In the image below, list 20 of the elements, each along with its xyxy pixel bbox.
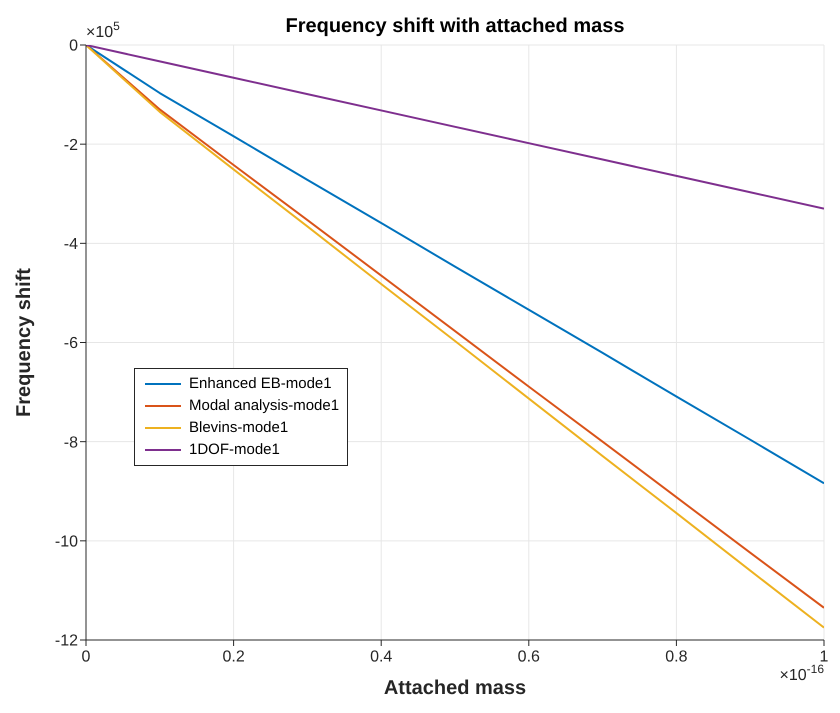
text: ×10$^{5}$ [86, 19, 120, 41]
x-tick-label: 0.6 [518, 648, 540, 666]
y-tick-label: -8 [64, 434, 78, 452]
x-tick-label: 0.8 [665, 648, 688, 666]
x-tick-label: 0.4 [370, 648, 392, 666]
y-tick-label: -2 [64, 136, 78, 154]
y-tick-label: -4 [64, 236, 78, 254]
legend-label: Enhanced EB-mode1 [189, 374, 332, 394]
y-tick-label: 0 [69, 38, 78, 55]
y-tick-label: -10 [54, 534, 78, 551]
legend-label: 1DOF-mode1 [189, 440, 280, 460]
y-tick-label: -6 [64, 335, 78, 352]
chart-title: Frequency shift with attached mass [286, 15, 624, 37]
x-tick-label: 0.2 [222, 648, 245, 666]
y-tick-label: -12 [54, 632, 78, 650]
y-axis-title: Frequency shift [13, 268, 35, 417]
x-axis-title: Attached mass [384, 677, 526, 699]
x-tick-label: 0 [82, 648, 91, 666]
legend-label: Blevins-mode1 [189, 418, 288, 438]
legend-label: Modal analysis-mode1 [189, 396, 340, 416]
